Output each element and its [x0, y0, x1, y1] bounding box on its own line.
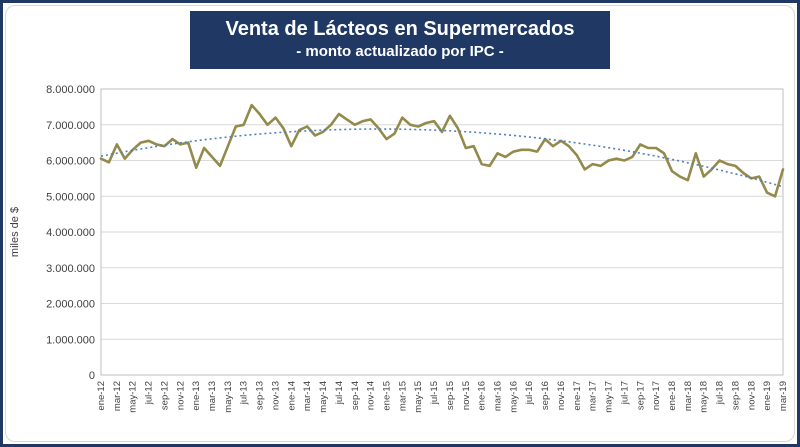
x-tick-label: may-16 — [508, 381, 519, 413]
y-tick-label: 2.000.000 — [46, 299, 95, 311]
x-tick-label: may-12 — [128, 381, 139, 413]
x-tick-label: jul-12 — [144, 381, 155, 405]
x-tick-label: mar-12 — [112, 381, 123, 411]
x-tick-label: may-13 — [223, 381, 234, 413]
x-tick-label: mar-18 — [683, 381, 694, 411]
x-tick-label: ene-12 — [96, 381, 107, 411]
x-tick-label: sep-14 — [350, 381, 361, 410]
x-tick-label: nov-17 — [651, 381, 662, 410]
x-tick-label: jul-13 — [239, 381, 250, 405]
x-tick-label: sep-18 — [730, 381, 741, 410]
chart-subtitle: - monto actualizado por IPC - — [296, 43, 504, 60]
x-tick-label: nov-13 — [270, 381, 281, 410]
x-tick-label: jul-16 — [524, 381, 535, 405]
y-tick-label: 4.000.000 — [46, 227, 95, 239]
x-tick-label: nov-16 — [556, 381, 567, 410]
x-tick-label: mar-14 — [302, 381, 313, 411]
x-tick-label: ene-15 — [381, 381, 392, 411]
trendline — [100, 128, 784, 188]
x-tick-label: sep-13 — [255, 381, 266, 410]
y-tick-label: 3.000.000 — [46, 263, 95, 275]
x-tick-label: ene-13 — [191, 381, 202, 411]
x-tick-label: nov-18 — [746, 381, 757, 410]
x-tick-label: jul-18 — [715, 381, 726, 405]
x-tick-label: mar-19 — [778, 381, 789, 411]
x-tick-label: nov-12 — [175, 381, 186, 410]
x-tick-label: may-18 — [699, 381, 710, 413]
x-tick-label: mar-17 — [588, 381, 599, 411]
y-tick-label: 7.000.000 — [46, 120, 95, 132]
y-tick-label: 1.000.000 — [46, 334, 95, 346]
x-tick-label: sep-17 — [635, 381, 646, 410]
x-tick-label: may-15 — [413, 381, 424, 413]
x-tick-label: may-17 — [604, 381, 615, 413]
x-tick-label: ene-18 — [667, 381, 678, 411]
plot-area-border — [100, 88, 784, 376]
x-tick-label: sep-12 — [159, 381, 170, 410]
x-tick-label: ene-17 — [572, 381, 583, 411]
chart-title: Venta de Lácteos en Supermercados — [225, 18, 575, 40]
x-tick-label: jul-17 — [619, 381, 630, 405]
y-tick-label: 6.000.000 — [46, 156, 95, 168]
y-tick-label: 0 — [89, 370, 95, 382]
line-chart: 0 1.000.000 2.000.000 3.000.000 4.000.000 5.0… — [46, 84, 789, 413]
x-tick-label: sep-16 — [540, 381, 551, 410]
x-tick-label: jul-15 — [429, 381, 440, 405]
x-tick-label: nov-15 — [461, 381, 472, 410]
chart-title-box: Venta de Lácteos en Supermercados - mont… — [190, 11, 610, 69]
y-tick-label: 5.000.000 — [46, 191, 95, 203]
x-tick-label: sep-15 — [445, 381, 456, 410]
x-tick-label: jul-14 — [334, 381, 345, 405]
y-tick-label: 8.000.000 — [46, 84, 95, 96]
x-tick-label: ene-19 — [762, 381, 773, 411]
x-tick-label: mar-13 — [207, 381, 218, 411]
x-tick-label: ene-14 — [286, 381, 297, 411]
x-tick-label: ene-16 — [477, 381, 488, 411]
x-tick-label: may-14 — [318, 381, 329, 413]
sales-line-series — [99, 103, 785, 198]
x-tick-label: nov-14 — [366, 381, 377, 410]
x-tick-label: mar-15 — [397, 381, 408, 411]
x-tick-label: mar-16 — [493, 381, 504, 411]
